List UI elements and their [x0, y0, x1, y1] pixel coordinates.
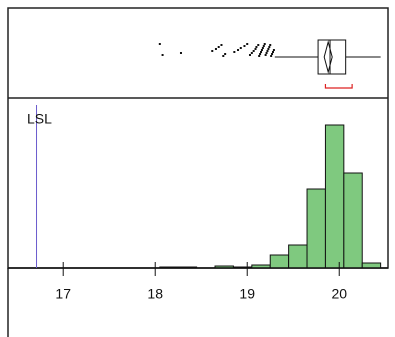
point: [262, 45, 265, 47]
point: [264, 54, 267, 56]
point: [179, 52, 182, 54]
point: [161, 54, 164, 56]
point: [267, 48, 270, 50]
x-tick-label: 20: [331, 286, 347, 302]
point: [257, 44, 260, 46]
histogram-bar: [288, 244, 308, 269]
point: [233, 51, 236, 53]
point: [217, 46, 220, 48]
point: [266, 50, 269, 52]
point: [259, 53, 262, 55]
point: [258, 55, 261, 57]
x-tick-label: 17: [55, 286, 71, 302]
point: [260, 49, 263, 51]
point: [224, 53, 227, 55]
histogram-bar: [306, 188, 326, 269]
x-tick-label: 18: [147, 286, 163, 302]
point: [239, 47, 242, 49]
x-tick-label: 19: [239, 286, 255, 302]
point: [220, 44, 223, 46]
point: [268, 46, 271, 48]
histogram-bar: [269, 254, 290, 269]
histogram-bar: [343, 172, 363, 269]
histogram-bar: [324, 124, 345, 269]
point: [270, 55, 273, 57]
point: [214, 48, 217, 50]
point: [250, 52, 253, 54]
point: [260, 51, 263, 53]
point: [237, 49, 240, 51]
spec-limit-label: LSL: [27, 111, 52, 127]
point: [255, 46, 258, 48]
point: [265, 52, 268, 54]
mean-diamond: [323, 40, 333, 74]
point: [271, 51, 274, 53]
point: [222, 55, 225, 57]
shortest-half: [324, 84, 353, 89]
point: [254, 48, 257, 50]
point: [252, 50, 255, 52]
point: [261, 47, 264, 49]
point: [271, 53, 274, 55]
point: [263, 43, 266, 45]
point: [158, 43, 161, 45]
point: [269, 44, 272, 46]
point: [248, 54, 251, 56]
box: [317, 39, 347, 75]
point: [243, 45, 246, 47]
point: [211, 50, 214, 52]
point: [246, 43, 249, 45]
point: [272, 49, 275, 51]
